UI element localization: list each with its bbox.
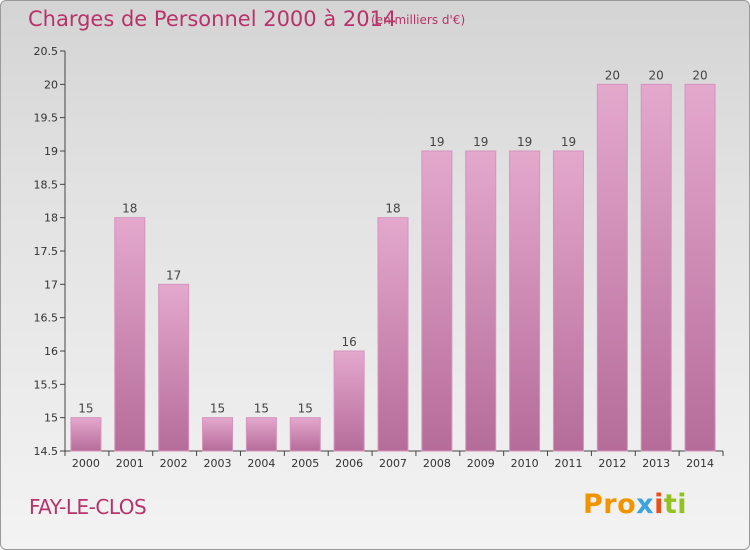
- x-tick-label: 2001: [116, 457, 144, 470]
- y-tick-label: 15: [44, 412, 58, 425]
- x-tick-label: 2002: [160, 457, 188, 470]
- bar: [333, 350, 365, 452]
- bar: [377, 217, 409, 452]
- commune-name: FAY-LE-CLOS: [29, 495, 147, 519]
- x-tick-label: 2005: [291, 457, 319, 470]
- bar: [421, 150, 453, 452]
- bar: [245, 417, 277, 452]
- bar-value-label: 17: [166, 268, 181, 282]
- bar-value-label: 15: [210, 402, 225, 416]
- x-tick-label: 2008: [423, 457, 451, 470]
- x-axis-ticks: 2000 2001 2002 2003 2004 2005 2006 2007 2008 2009…: [64, 451, 724, 470]
- bar: [70, 417, 102, 452]
- proxiti-logo: Proxiti: [583, 489, 687, 520]
- y-tick-label: 17.5: [34, 245, 59, 258]
- x-tick-label: 2014: [686, 457, 714, 470]
- x-tick-label: 2003: [204, 457, 232, 470]
- bar-value-label: 16: [341, 335, 356, 349]
- y-axis-ticks: 14.5 15 15.5 16 16.5 17 17.5 18 18.5 19 19.5 20 20.5: [34, 45, 65, 458]
- bar: [640, 83, 672, 452]
- y-tick-label: 15.5: [34, 378, 59, 391]
- chart-title: Charges de Personnel 2000 à 2014: [28, 7, 397, 31]
- bar: [596, 83, 628, 452]
- x-tick-label: 2013: [642, 457, 670, 470]
- bar-value-label: 18: [385, 202, 400, 216]
- bar: [552, 150, 584, 452]
- chart-subtitle: (en milliers d'€): [371, 13, 466, 27]
- x-tick-label: 2006: [335, 457, 363, 470]
- x-tick-label: 2011: [554, 457, 582, 470]
- bar: [684, 83, 716, 452]
- y-tick-label: 14.5: [34, 445, 59, 458]
- y-tick-label: 18: [44, 212, 58, 225]
- bar: [465, 150, 497, 452]
- bar-value-label: 15: [78, 402, 93, 416]
- y-tick-label: 20: [44, 78, 58, 91]
- y-tick-label: 16.5: [34, 312, 59, 325]
- logo-part: ti: [663, 489, 688, 520]
- y-tick-label: 19.5: [34, 112, 59, 125]
- bar-value-label: 20: [649, 68, 664, 82]
- bar-value-label: 19: [429, 135, 444, 149]
- bar-value-label: 15: [254, 402, 269, 416]
- x-tick-label: 2004: [247, 457, 275, 470]
- bar-value-label: 19: [473, 135, 488, 149]
- y-tick-label: 20.5: [34, 45, 59, 58]
- logo-part: x: [636, 489, 655, 520]
- bar: [114, 217, 146, 452]
- bar: [158, 283, 190, 452]
- x-tick-label: 2000: [72, 457, 100, 470]
- bar-value-label: 18: [122, 202, 137, 216]
- logo-part: Pro: [583, 489, 637, 520]
- bar-value-label: 20: [605, 68, 620, 82]
- x-tick-label: 2012: [598, 457, 626, 470]
- bar: [509, 150, 541, 452]
- y-tick-label: 16: [44, 345, 58, 358]
- bar-value-label: 19: [561, 135, 576, 149]
- logo-part: i: [654, 489, 664, 520]
- bar-value-label: 20: [692, 68, 707, 82]
- y-tick-label: 19: [44, 145, 58, 158]
- x-tick-label: 2009: [467, 457, 495, 470]
- bar-value-label: 15: [298, 402, 313, 416]
- x-tick-label: 2010: [511, 457, 539, 470]
- y-tick-label: 17: [44, 278, 58, 291]
- x-tick-label: 2007: [379, 457, 407, 470]
- bar: [202, 417, 234, 452]
- bar-value-label: 19: [517, 135, 532, 149]
- bar: [289, 417, 321, 452]
- y-tick-label: 18.5: [34, 178, 59, 191]
- bars-group: 15 18 17 15 15 15 16 18 19 19 19 19 20 20 20: [70, 68, 716, 452]
